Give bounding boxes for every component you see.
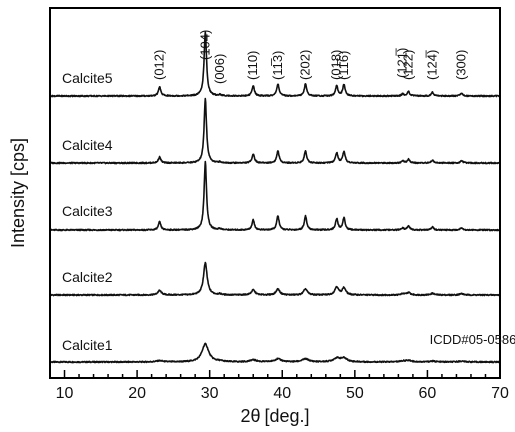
series-line-calcite4 bbox=[49, 97, 501, 165]
x-tick-label-20: 20 bbox=[128, 385, 146, 402]
hkl-label-0: (012) bbox=[152, 50, 167, 80]
hkl-label-6: (018) bbox=[329, 50, 344, 80]
y-axis-label: Intensity [cps] bbox=[8, 138, 28, 248]
x-tick-label-30: 30 bbox=[201, 385, 219, 402]
hkl-label-2: (006) bbox=[212, 54, 227, 84]
x-tick-group: 10 20 30 40 50 60 70 bbox=[56, 370, 509, 402]
x-tick-label-10: 10 bbox=[56, 385, 74, 402]
hkl-label-5: (202) bbox=[298, 50, 313, 80]
x-tick-label-50: 50 bbox=[346, 385, 364, 402]
hkl-label-7: (11̅6) bbox=[336, 51, 351, 80]
icdd-annotation: ICDD#05-0586 bbox=[430, 332, 515, 347]
trace-group bbox=[49, 31, 501, 364]
hkl-label-9: (122) bbox=[401, 50, 416, 80]
series-label-calcite1: Calcite1 bbox=[62, 337, 113, 353]
x-tick-label-40: 40 bbox=[273, 385, 291, 402]
x-axis-unit: [deg.] bbox=[264, 406, 309, 426]
hkl-label-8: (121̅) bbox=[395, 48, 410, 78]
series-line-calcite2 bbox=[49, 261, 501, 297]
hkl-label-10: (124̅) bbox=[425, 50, 440, 80]
hkl-label-11: (300) bbox=[454, 50, 469, 80]
series-label-group: Calcite1 Calcite2 Calcite3 Calcite4 Calcite5 bbox=[62, 70, 113, 353]
hkl-label-4: (11̅3) bbox=[270, 51, 285, 80]
hkl-label-group: (012) (104)(006) (110) (11̅3) (202) (018)(11̅… bbox=[152, 30, 469, 84]
series-label-calcite3: Calcite3 bbox=[62, 203, 113, 219]
x-axis-symbol: 2θ bbox=[240, 406, 260, 426]
series-line-calcite3 bbox=[49, 160, 501, 232]
plot-frame bbox=[49, 7, 501, 379]
series-label-calcite2: Calcite2 bbox=[62, 269, 113, 285]
x-tick-label-70: 70 bbox=[491, 385, 509, 402]
x-tick-label-60: 60 bbox=[419, 385, 437, 402]
series-line-calcite1 bbox=[49, 342, 501, 364]
hkl-label-1: (104) bbox=[197, 30, 212, 60]
series-line-calcite5 bbox=[49, 31, 501, 98]
series-label-calcite4: Calcite4 bbox=[62, 137, 113, 153]
x-axis-label: 2θ [deg.] bbox=[240, 406, 309, 426]
hkl-label-3: (110) bbox=[245, 51, 260, 80]
series-label-calcite5: Calcite5 bbox=[62, 70, 113, 86]
